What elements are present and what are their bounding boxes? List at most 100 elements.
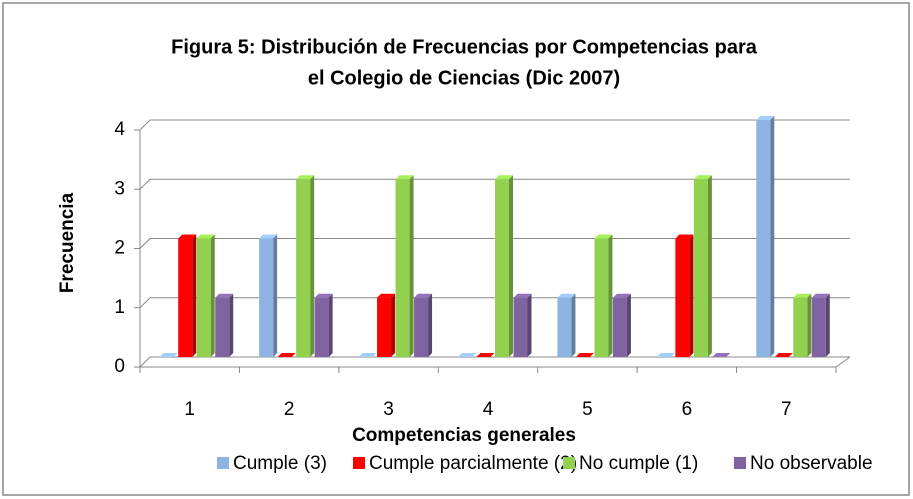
bar-side — [770, 116, 775, 357]
bar — [793, 293, 812, 357]
bar-top — [277, 353, 296, 357]
bar — [277, 353, 296, 357]
bar-top — [159, 353, 178, 357]
bar-top — [196, 234, 215, 239]
x-tick-label: 3 — [383, 399, 394, 420]
bar-front — [196, 238, 211, 357]
legend-label: No cumple (1) — [579, 453, 698, 474]
bar-top — [557, 293, 576, 298]
bar-front — [259, 238, 274, 357]
bar — [594, 234, 613, 357]
bar — [259, 234, 278, 357]
bar-top — [693, 175, 712, 180]
bar-front — [811, 297, 826, 357]
bar-front — [793, 297, 808, 357]
bar-side — [273, 234, 278, 357]
bar-front — [756, 120, 771, 357]
bar-front — [215, 297, 230, 357]
bar-side — [608, 234, 613, 357]
bar-front — [296, 179, 311, 357]
grid-line — [139, 238, 850, 249]
bar-top — [377, 293, 396, 298]
bar — [575, 353, 594, 357]
bar — [774, 353, 793, 357]
bar — [656, 353, 675, 357]
bar-side — [229, 293, 234, 357]
legend-swatch — [217, 457, 229, 469]
bar-top — [656, 353, 675, 357]
bar — [414, 293, 433, 357]
grid-line — [139, 178, 850, 190]
bar-front — [395, 179, 410, 357]
bar-side — [328, 293, 333, 357]
bar-top — [358, 353, 377, 357]
bar — [296, 175, 315, 357]
bar — [377, 293, 396, 357]
grid-line — [139, 119, 850, 131]
bar-top — [612, 293, 631, 298]
y-tick-label: 4 — [114, 119, 125, 140]
bar-top — [215, 293, 234, 298]
bar — [811, 293, 830, 357]
bar-top — [178, 234, 197, 239]
bar-top — [756, 116, 775, 120]
bar-side — [626, 293, 631, 357]
bar-front — [612, 297, 627, 357]
y-tick-label: 1 — [114, 297, 125, 318]
bar-side — [707, 175, 712, 357]
bar-front — [314, 297, 329, 357]
bar-top — [811, 293, 830, 298]
bar-top — [575, 353, 594, 357]
y-tick-label: 2 — [114, 238, 125, 259]
legend-label: No observable — [750, 453, 873, 474]
y-tick-label: 3 — [114, 178, 125, 199]
bar — [159, 353, 178, 357]
x-tick-label: 2 — [284, 399, 295, 420]
bar-front — [377, 297, 392, 357]
bar-top — [495, 175, 513, 180]
bar-top — [774, 353, 793, 357]
bar-top — [476, 353, 495, 357]
legend-swatch — [734, 457, 746, 469]
bar-top — [314, 293, 333, 298]
bar — [395, 175, 414, 357]
x-tick-label: 1 — [184, 399, 195, 420]
bar-side — [509, 175, 513, 357]
bar-front — [675, 238, 690, 357]
x-tick-label: 6 — [682, 399, 693, 420]
bar — [476, 353, 495, 357]
legend-label: Cumple (3) — [233, 453, 327, 474]
bar — [712, 353, 731, 357]
bar-top — [594, 234, 613, 239]
x-tick-label: 7 — [781, 399, 792, 420]
bar — [495, 175, 513, 357]
bar — [756, 116, 775, 357]
x-tick-label: 4 — [483, 399, 494, 420]
x-tick-label: 5 — [582, 399, 593, 420]
bar-top — [458, 353, 476, 357]
bar-side — [428, 293, 433, 357]
legend-swatch — [353, 457, 365, 469]
bar — [693, 175, 712, 357]
bar-front — [557, 297, 572, 357]
bar-side — [210, 234, 215, 357]
bar-side — [409, 175, 414, 357]
bar-top — [296, 175, 315, 180]
bar-side — [689, 234, 694, 357]
bar — [314, 293, 333, 357]
floor-right — [835, 356, 851, 368]
bar-top — [513, 293, 532, 298]
bar-top — [395, 175, 414, 180]
legend-swatch — [563, 457, 575, 469]
bar-side — [310, 175, 315, 357]
bar-front — [513, 297, 528, 357]
y-tick-label: 0 — [114, 356, 125, 377]
bar — [513, 293, 532, 357]
bar-front — [693, 179, 708, 357]
bar — [675, 234, 694, 357]
bar — [557, 293, 576, 357]
bar-side — [807, 293, 812, 357]
bar-top — [712, 353, 731, 357]
bar-top — [793, 293, 812, 298]
